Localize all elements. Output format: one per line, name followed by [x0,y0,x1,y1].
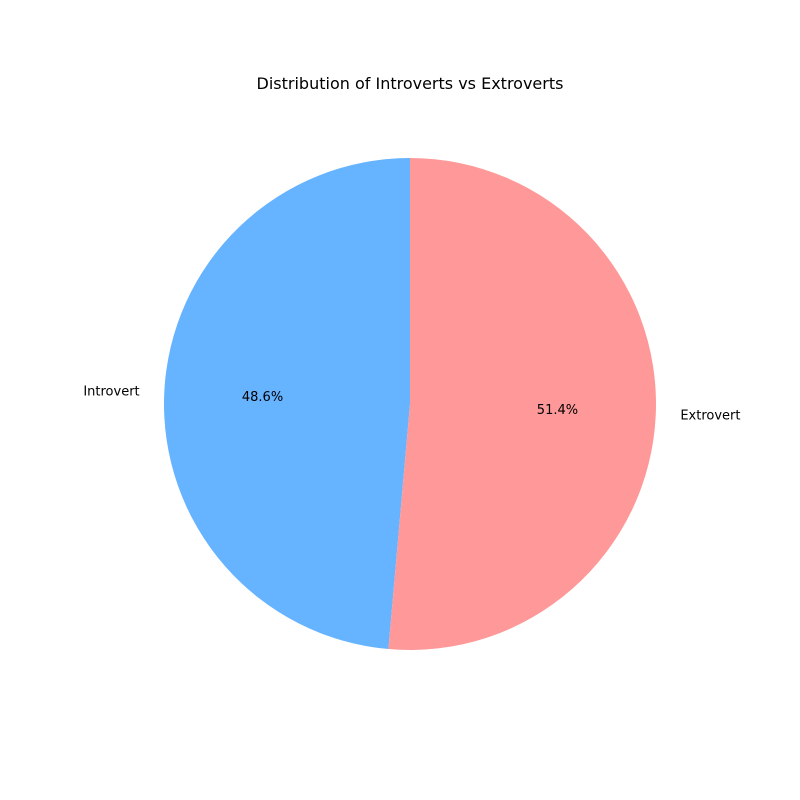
pie-slices [163,158,656,650]
slice-label-extrovert: Extrovert [680,408,740,423]
pie-slice-extrovert [388,158,656,650]
chart-title: Distribution of Introverts vs Extroverts [257,74,564,93]
pie-slice-introvert [163,158,410,650]
percent-label-extrovert: 51.4% [537,403,578,418]
slice-label-introvert: Introvert [83,385,139,400]
pie-labels: Introvert 48.6% Extrovert 51.4% [83,385,740,424]
percent-label-introvert: 48.6% [242,390,283,405]
